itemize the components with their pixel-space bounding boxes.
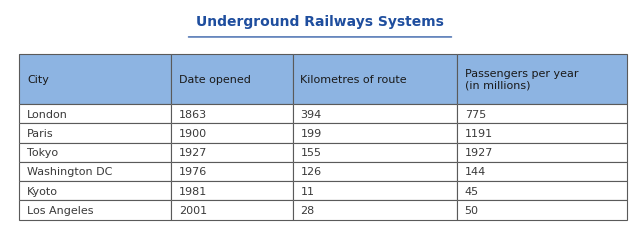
Text: 1863: 1863: [179, 109, 207, 119]
Text: 1927: 1927: [465, 147, 493, 158]
Text: Los Angeles: Los Angeles: [27, 205, 93, 215]
Bar: [292, 124, 457, 143]
Text: 1900: 1900: [179, 128, 207, 138]
Bar: [457, 181, 627, 201]
Bar: [19, 162, 171, 181]
Bar: [457, 201, 627, 220]
Bar: [457, 124, 627, 143]
Text: Kilometres of route: Kilometres of route: [301, 75, 407, 85]
Text: 1976: 1976: [179, 167, 207, 177]
Bar: [292, 104, 457, 124]
Bar: [292, 143, 457, 162]
Bar: [172, 201, 292, 220]
Bar: [19, 181, 171, 201]
Text: Washington DC: Washington DC: [27, 167, 112, 177]
Text: Underground Railways Systems: Underground Railways Systems: [196, 15, 444, 29]
Text: 1191: 1191: [465, 128, 493, 138]
Bar: [172, 162, 292, 181]
Bar: [19, 124, 171, 143]
Text: 1927: 1927: [179, 147, 207, 158]
Bar: [292, 162, 457, 181]
Bar: [292, 124, 457, 143]
Bar: [19, 201, 171, 220]
Text: 199: 199: [301, 128, 322, 138]
Bar: [172, 124, 292, 143]
Bar: [19, 104, 171, 124]
Text: 144: 144: [465, 167, 486, 177]
Bar: [457, 143, 627, 162]
Bar: [19, 104, 171, 124]
Bar: [292, 201, 457, 220]
Text: Tokyo: Tokyo: [27, 147, 58, 158]
Bar: [172, 201, 292, 220]
Bar: [19, 181, 171, 201]
Bar: [292, 55, 457, 104]
Bar: [457, 162, 627, 181]
Bar: [292, 181, 457, 201]
Bar: [172, 162, 292, 181]
Text: 50: 50: [465, 205, 479, 215]
Bar: [457, 162, 627, 181]
Bar: [172, 55, 292, 104]
Bar: [172, 143, 292, 162]
Bar: [457, 201, 627, 220]
Bar: [457, 181, 627, 201]
Bar: [172, 143, 292, 162]
Bar: [292, 201, 457, 220]
Bar: [172, 55, 292, 104]
Text: Passengers per year
(in millions): Passengers per year (in millions): [465, 69, 578, 90]
Text: 155: 155: [301, 147, 321, 158]
Text: 126: 126: [301, 167, 322, 177]
Bar: [19, 143, 171, 162]
Bar: [172, 104, 292, 124]
Text: Kyoto: Kyoto: [27, 186, 58, 196]
Text: City: City: [27, 75, 49, 85]
Bar: [457, 124, 627, 143]
Bar: [19, 55, 171, 104]
Bar: [457, 104, 627, 124]
Text: 45: 45: [465, 186, 479, 196]
Bar: [172, 104, 292, 124]
Text: 1981: 1981: [179, 186, 207, 196]
Bar: [19, 143, 171, 162]
Text: 11: 11: [301, 186, 314, 196]
Bar: [172, 124, 292, 143]
Bar: [292, 104, 457, 124]
Bar: [457, 143, 627, 162]
Bar: [292, 162, 457, 181]
Bar: [19, 124, 171, 143]
Text: 394: 394: [301, 109, 322, 119]
Text: Paris: Paris: [27, 128, 54, 138]
Bar: [172, 181, 292, 201]
Bar: [292, 55, 457, 104]
Bar: [19, 162, 171, 181]
Bar: [19, 201, 171, 220]
Bar: [292, 181, 457, 201]
Bar: [457, 104, 627, 124]
Bar: [457, 55, 627, 104]
Bar: [292, 143, 457, 162]
Text: 775: 775: [465, 109, 486, 119]
Bar: [457, 55, 627, 104]
Text: London: London: [27, 109, 68, 119]
Text: 28: 28: [301, 205, 315, 215]
Bar: [172, 181, 292, 201]
Bar: [19, 55, 171, 104]
Text: Date opened: Date opened: [179, 75, 251, 85]
Text: 2001: 2001: [179, 205, 207, 215]
